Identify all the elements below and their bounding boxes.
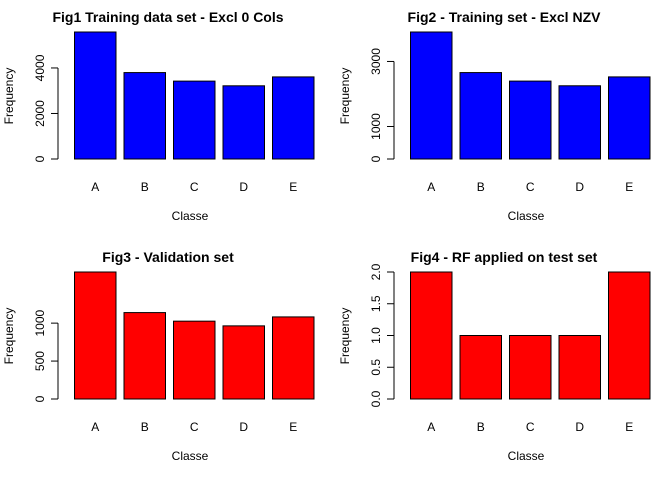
y-tick-label: 1000 (33, 309, 47, 336)
x-tick-label: C (526, 420, 535, 434)
y-axis-label: Frequency (2, 68, 16, 125)
x-tick-label: D (575, 180, 584, 194)
x-tick-label: A (91, 180, 99, 194)
x-tick-label: B (477, 420, 485, 434)
x-tick-label: B (141, 420, 149, 434)
bar-c (173, 80, 216, 160)
y-tick-label: 500 (33, 351, 47, 371)
bar-d (222, 325, 265, 400)
x-tick-label: C (190, 420, 199, 434)
bar-c (509, 80, 552, 160)
y-tick-label: 2000 (33, 100, 47, 127)
bar-e (608, 76, 651, 160)
chart-title: Fig3 - Validation set (102, 249, 234, 265)
chart-panel-3: Fig3 - Validation set A B C D E 0 500 1000 Classe… (2, 249, 315, 463)
bar-a (410, 271, 453, 400)
bar-a (74, 271, 117, 400)
y-tick-label: 1000 (369, 113, 383, 140)
x-tick-label: B (477, 180, 485, 194)
x-tick-label: A (91, 420, 99, 434)
bar-b (123, 312, 166, 400)
x-tick-label: D (239, 180, 248, 194)
x-tick-label: E (289, 420, 297, 434)
bar-a (74, 31, 117, 160)
x-tick-label: E (625, 180, 633, 194)
x-axis-label: Classe (508, 209, 545, 223)
bar-d (558, 335, 601, 400)
x-tick-label: D (239, 420, 248, 434)
x-tick-label: C (526, 180, 535, 194)
x-tick-label: E (625, 420, 633, 434)
x-axis-label: Classe (172, 449, 209, 463)
y-tick-label: 3000 (369, 48, 383, 75)
y-tick-label: 1.5 (369, 295, 383, 312)
chart-title: Fig4 - RF applied on test set (411, 249, 598, 265)
y-tick-label: 0 (369, 155, 383, 162)
x-tick-label: C (190, 180, 199, 194)
y-tick-label: 0.5 (369, 359, 383, 376)
chart-panel-1: Fig1 Training data set - Excl 0 Cols A B C D… (2, 9, 315, 223)
bar-b (123, 72, 166, 160)
x-axis-label: Classe (172, 209, 209, 223)
y-axis-label: Frequency (338, 308, 352, 365)
x-tick-label: A (427, 420, 435, 434)
bar-c (509, 335, 552, 400)
y-tick-label: 4000 (33, 54, 47, 81)
y-tick-label: 1.0 (369, 327, 383, 344)
y-tick-label: 0.0 (369, 390, 383, 407)
y-tick-label: 0 (33, 395, 47, 402)
x-axis-label: Classe (508, 449, 545, 463)
x-tick-label: D (575, 420, 584, 434)
y-axis-label: Frequency (338, 68, 352, 125)
bar-d (222, 85, 265, 160)
bar-a (410, 31, 453, 160)
chart-title: Fig2 - Training set - Excl NZV (408, 9, 602, 25)
x-tick-label: A (427, 180, 435, 194)
chart-panel-2: Fig2 - Training set - Excl NZV A B C D E 0 1000… (338, 9, 651, 223)
bar-d (558, 85, 601, 160)
chart-title: Fig1 Training data set - Excl 0 Cols (52, 9, 283, 25)
y-axis-label: Frequency (2, 308, 16, 365)
bar-b (459, 72, 502, 160)
bar-e (272, 76, 315, 160)
y-tick-label: 2.0 (369, 263, 383, 280)
bar-c (173, 320, 216, 400)
bar-e (272, 316, 315, 400)
x-tick-label: B (141, 180, 149, 194)
chart-panel-4: Fig4 - RF applied on test set A B C D E 0.0 0.5… (338, 249, 651, 463)
bar-b (459, 335, 502, 400)
x-tick-label: E (289, 180, 297, 194)
y-tick-label: 0 (33, 155, 47, 162)
bar-e (608, 271, 651, 400)
